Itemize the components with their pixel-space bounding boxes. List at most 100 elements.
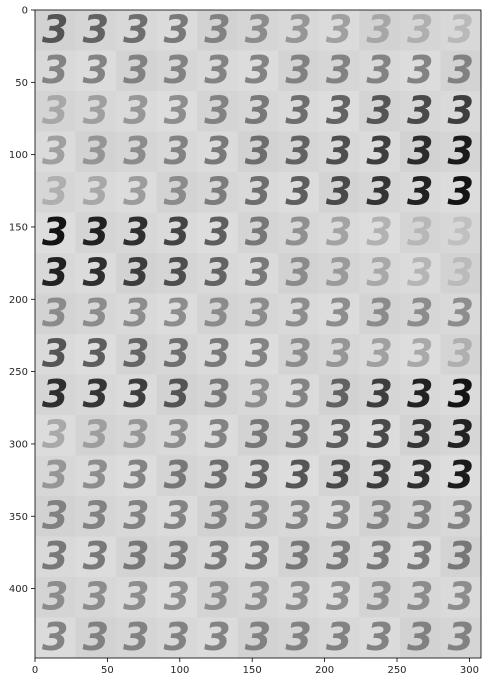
image-cell: [156, 577, 198, 618]
digit-glyph: 3: [164, 493, 190, 537]
digit-glyph: 3: [326, 331, 352, 375]
image-cell: [35, 293, 76, 334]
y-tick-label: 250: [9, 367, 28, 378]
digit-glyph: 3: [204, 574, 230, 618]
digit-glyph: 3: [366, 412, 392, 456]
digit-glyph: 3: [448, 7, 474, 51]
digit-glyph: 3: [448, 291, 474, 335]
digit-glyph: 3: [204, 534, 230, 578]
image-cell: [278, 334, 319, 375]
y-tick-label: 150: [9, 222, 28, 233]
image-cell: [278, 415, 319, 456]
image-cell: [156, 334, 198, 375]
digit-glyph: 3: [42, 88, 68, 132]
digit-glyph: 3: [83, 412, 109, 456]
image-cell: [35, 536, 76, 577]
image-cell: [197, 10, 238, 51]
image-cell: [399, 212, 441, 253]
digit-glyph: 3: [204, 291, 230, 335]
image-cell: [116, 577, 157, 618]
image-cell: [359, 617, 400, 658]
image-cell: [156, 212, 198, 253]
y-tick-label: 100: [9, 150, 28, 161]
image-cell: [75, 253, 117, 294]
digit-glyph: 3: [366, 534, 392, 578]
digit-glyph: 3: [83, 534, 109, 578]
digit-glyph: 3: [326, 615, 352, 659]
digit-glyph: 3: [245, 372, 271, 416]
digit-glyph: 3: [407, 210, 433, 254]
image-cell: [197, 50, 238, 91]
image-cell: [156, 10, 198, 51]
digit-glyph: 3: [407, 169, 433, 213]
image-cell: [35, 455, 76, 496]
digit-glyph: 3: [204, 88, 230, 132]
image-cell: [399, 536, 441, 577]
image-cell: [116, 10, 157, 51]
image-cell: [116, 293, 157, 334]
image-cell: [399, 415, 441, 456]
axes-frame: [34, 9, 482, 659]
image-cell: [75, 293, 117, 334]
digit-glyph: 3: [83, 129, 109, 173]
digit-glyph: 3: [407, 534, 433, 578]
image-cell: [237, 212, 279, 253]
digit-glyph: 3: [407, 129, 433, 173]
digit-glyph: 3: [83, 250, 109, 294]
image-cell: [35, 172, 76, 213]
digit-glyph: 3: [164, 615, 190, 659]
digit-glyph: 3: [83, 210, 109, 254]
digit-glyph: 3: [164, 453, 190, 497]
image-cell: [318, 10, 360, 51]
image-cell: [35, 10, 76, 51]
digit-glyph: 3: [245, 534, 271, 578]
image-cell: [399, 172, 441, 213]
image-cell: [318, 496, 360, 537]
digit-glyph: 3: [164, 372, 190, 416]
digit-glyph: 3: [42, 372, 68, 416]
digit-glyph: 3: [204, 210, 230, 254]
image-cell: [75, 212, 117, 253]
image-cell: [35, 334, 76, 375]
digit-glyph: 3: [164, 88, 190, 132]
digit-glyph: 3: [448, 615, 474, 659]
digit-glyph: 3: [123, 169, 149, 213]
digit-glyph: 3: [42, 210, 68, 254]
x-tick-label: 100: [170, 665, 189, 676]
image-cell: [359, 577, 400, 618]
digit-glyph: 3: [407, 88, 433, 132]
digit-glyph: 3: [407, 7, 433, 51]
image-cell: [237, 91, 279, 132]
digit-glyph: 3: [164, 250, 190, 294]
digit-glyph: 3: [448, 48, 474, 92]
digit-glyph: 3: [164, 534, 190, 578]
image-cell: [399, 50, 441, 91]
image-cell: [359, 334, 400, 375]
image-cell: [116, 455, 157, 496]
digit-glyph: 3: [204, 48, 230, 92]
digit-glyph: 3: [123, 88, 149, 132]
digit-glyph: 3: [123, 48, 149, 92]
digit-glyph: 3: [407, 331, 433, 375]
image-cell: [237, 131, 279, 172]
digit-glyph: 3: [285, 88, 311, 132]
image-cell: [156, 496, 198, 537]
image-cell: [237, 293, 279, 334]
digit-glyph: 3: [123, 372, 149, 416]
image-cell: [237, 536, 279, 577]
image-cell: [318, 334, 360, 375]
y-tick-label: 400: [9, 584, 28, 595]
digit-glyph: 3: [366, 48, 392, 92]
digit-glyph: 3: [204, 169, 230, 213]
image-cell: [197, 496, 238, 537]
image-cell: [75, 131, 117, 172]
image-cell: [156, 172, 198, 213]
digit-glyph: 3: [326, 88, 352, 132]
image-cell: [197, 293, 238, 334]
image-cell: [278, 91, 319, 132]
image-cell: [318, 253, 360, 294]
digit-glyph: 3: [123, 453, 149, 497]
digit-glyph: 3: [42, 574, 68, 618]
digit-glyph: 3: [245, 493, 271, 537]
digit-glyph: 3: [42, 331, 68, 375]
